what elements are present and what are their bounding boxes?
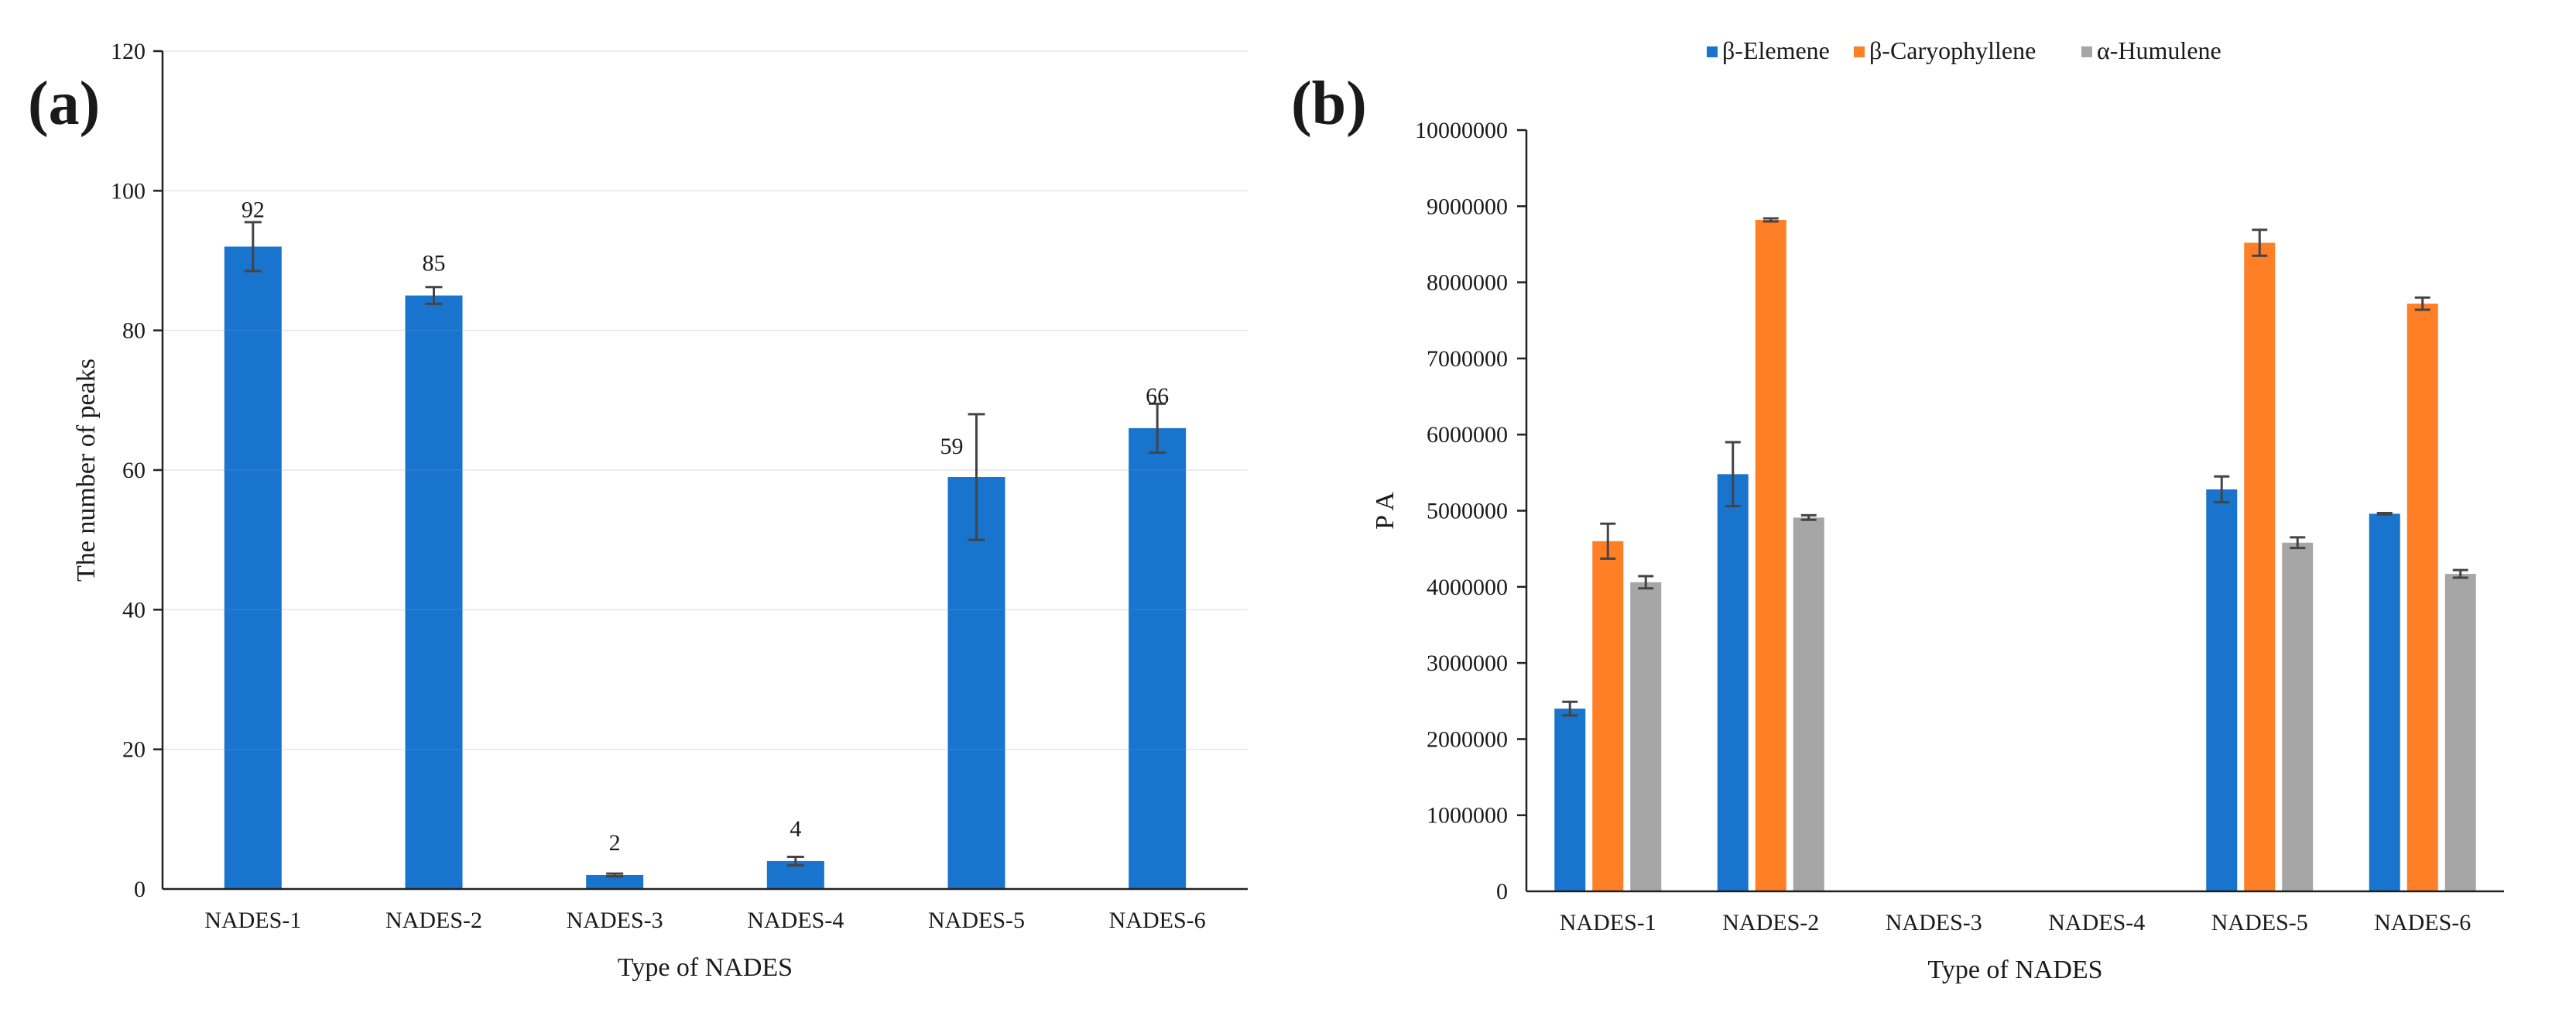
panel-a-label: (a)	[28, 70, 100, 138]
panel-b-label: (b)	[1291, 70, 1367, 138]
panel-b-y-tick-label: 0	[1496, 879, 1508, 904]
panel-a-error-bar	[1149, 402, 1166, 454]
panel-a-x-tick-label: NADES-1	[204, 908, 301, 933]
panel-b-y-tick-label: 5000000	[1427, 499, 1508, 524]
panel-b-x-tick-label: NADES-2	[1722, 910, 1819, 935]
panel-b-y-tick-label: 4000000	[1427, 575, 1508, 600]
panel-b-legend-swatch	[1707, 46, 1718, 57]
panel-a-error-bars	[244, 221, 1166, 878]
panel-b-error-bar	[1800, 513, 1817, 521]
panel-b-bar	[2369, 513, 2400, 891]
panel-a-y-tick-label: 0	[134, 877, 146, 902]
panel-a-x-tick-label: NADES-6	[1109, 908, 1206, 933]
panel-b-x-axis-title: Type of NADES	[1927, 956, 2102, 984]
panel-b-bar	[2282, 542, 2314, 891]
panel-a-y-tick-label: 60	[122, 458, 146, 483]
panel-b-x-tick-label: NADES-5	[2211, 910, 2308, 935]
panel-b-y-tick-label: 3000000	[1427, 650, 1508, 676]
panel-b-error-bar	[1725, 441, 1741, 508]
panel-a-bar	[947, 477, 1005, 889]
panel-b-bar	[1592, 541, 1624, 891]
panel-b-error-bar	[2290, 536, 2306, 550]
panel-b-y-tick-labels: 0 1000000 2000000 3000000 4000000 5000000 6000…	[1415, 118, 1526, 904]
panel-b-error-bar	[2252, 228, 2268, 257]
panel-a-bar	[405, 295, 463, 889]
panel-a-data-label: 59	[940, 434, 964, 459]
panel-a-bar	[224, 246, 282, 889]
panel-b-bar	[2206, 489, 2238, 891]
panel-a-x-tick-label: NADES-2	[385, 908, 482, 933]
panel-a-gridlines	[153, 50, 1248, 750]
panel-b-bar	[1717, 474, 1749, 891]
panel-b-bar	[1630, 582, 1662, 891]
panel-b-y-tick-label: 9000000	[1427, 194, 1508, 219]
panel-b-y-tick-label: 6000000	[1427, 422, 1508, 448]
panel-a-error-bar	[968, 413, 985, 541]
panel-b-error-bar	[2452, 568, 2468, 579]
panel-b-bar	[2444, 574, 2476, 891]
panel-b-error-bar	[1600, 522, 1616, 560]
panel-b-bar	[1554, 709, 1586, 891]
panel-a-error-bar	[786, 856, 804, 867]
panel-a-x-tick-label: NADES-5	[928, 908, 1025, 933]
panel-a-data-label: 92	[242, 197, 265, 222]
panel-b-bar	[1755, 219, 1786, 891]
panel-b-x-tick-label: NADES-1	[1560, 910, 1656, 935]
panel-a-error-bar	[244, 221, 262, 273]
panel-b-y-tick-label: 7000000	[1427, 346, 1508, 372]
panel-a-bar	[586, 874, 644, 889]
panel-b-y-tick-label: 10000000	[1415, 118, 1508, 143]
panel-b-bar	[2406, 304, 2438, 891]
panel-b-error-bar	[2214, 475, 2230, 504]
panel-a-y-tick-label: 120	[111, 39, 146, 64]
panel-b-error-bars	[1562, 217, 2468, 717]
panel-b-error-bar	[1562, 700, 1578, 717]
panel-a-data-label: 2	[609, 830, 621, 856]
panel-b-legend-swatch	[1854, 46, 1865, 57]
panel-b-x-tick-label: NADES-4	[2048, 910, 2145, 935]
panel-b-x-tick-label: NADES-3	[1886, 910, 1982, 935]
panel-b-error-bar	[1762, 217, 1779, 223]
panel-a-x-axis-title: Type of NADES	[618, 953, 793, 982]
panel-b-bars	[1554, 219, 2476, 891]
panel-b-y-tick-label: 8000000	[1427, 270, 1508, 296]
panel-b-error-bar	[1638, 575, 1654, 590]
panel-b-legend-label: β-Caryophyllene	[1869, 36, 2036, 64]
panel-b-error-bar	[2376, 511, 2393, 516]
panel-a-y-tick-label: 40	[122, 597, 146, 623]
panel-a-data-label: 85	[423, 251, 446, 276]
panel-b-bar	[1793, 517, 1824, 891]
panel-a-bar	[1129, 427, 1187, 889]
panel-a-error-bar	[606, 872, 624, 878]
panel-a-x-tick-label: NADES-4	[747, 908, 844, 933]
panel-a-y-tick-labels: 0 20 40 60 80 100 120	[111, 39, 146, 902]
panel-a-data-label: 66	[1146, 383, 1169, 409]
panel-a-x-tick-labels: NADES-1 NADES-2 NADES-3 NADES-4 NADES-5 NADES…	[204, 908, 1205, 933]
panel-a-data-labels: 92 85 2 4 59 66	[242, 197, 1169, 856]
panel-b-y-tick-label: 1000000	[1427, 803, 1508, 829]
panel-b-legend-label: α-Humulene	[2097, 36, 2221, 64]
panel-b-legend: β-Elemene β-Caryophyllene α-Humulene	[1707, 36, 2221, 64]
panel-a-x-tick-label: NADES-3	[567, 908, 663, 933]
panel-a-error-bar	[425, 286, 443, 305]
panel-b-error-bar	[2414, 296, 2430, 311]
panel-b-legend-swatch	[2081, 46, 2092, 57]
panel-a-bars	[224, 246, 1187, 889]
panel-b-legend-label: β-Elemene	[1722, 36, 1830, 64]
panel-a-data-label: 4	[790, 816, 801, 842]
panel-b-y-axis-title: P A	[1371, 492, 1399, 530]
panel-a-y-tick-label: 20	[122, 737, 146, 763]
panel-b-y-tick-label: 2000000	[1427, 726, 1508, 752]
panel-b-x-tick-label: NADES-6	[2374, 910, 2471, 935]
chart-panel-b: (b) β-Elemene β-Caryophyllene α-Humulene 0…	[1291, 36, 2504, 984]
panel-a-y-axis-title: The number of peaks	[72, 359, 101, 582]
panel-a-y-tick-label: 100	[111, 178, 146, 204]
panel-a-y-tick-label: 80	[122, 318, 146, 344]
panel-b-x-tick-labels: NADES-1 NADES-2 NADES-3 NADES-4 NADES-5 NADES…	[1560, 910, 2472, 935]
panel-b-bar	[2244, 242, 2276, 891]
